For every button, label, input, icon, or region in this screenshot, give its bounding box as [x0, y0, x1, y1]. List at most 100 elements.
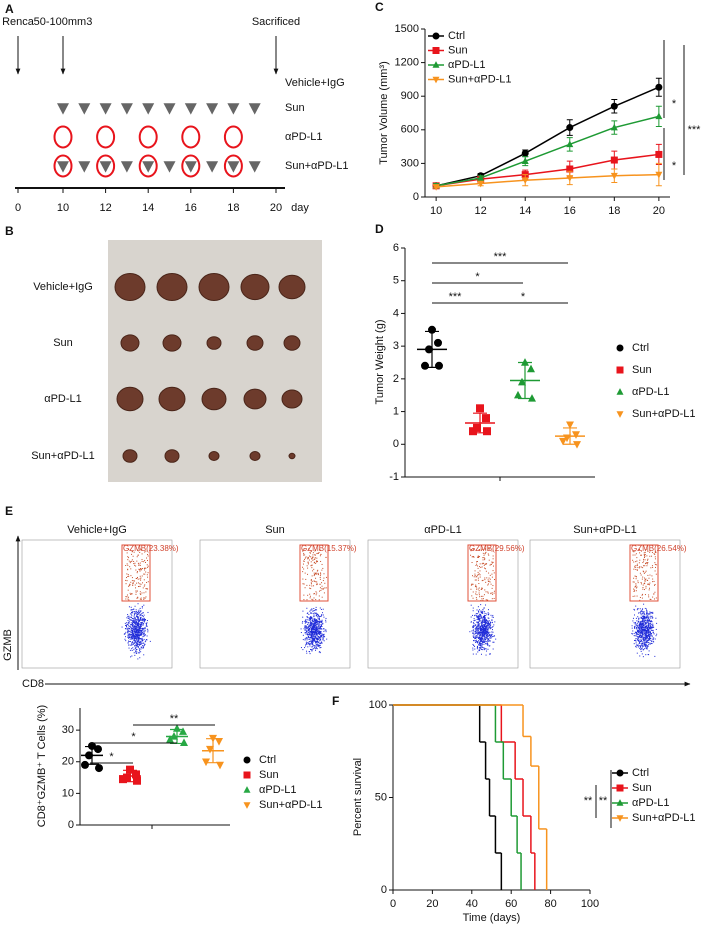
legend-label: Sun [632, 782, 652, 794]
cell-dot [479, 647, 481, 649]
cell-dot [136, 578, 138, 580]
cell-dot [642, 633, 644, 635]
cell-dot [314, 620, 316, 622]
cell-dot [133, 560, 135, 562]
cell-dot [136, 615, 138, 617]
cell-dot [474, 628, 476, 630]
cell-dot [643, 616, 645, 618]
cell-dot [313, 629, 315, 631]
cell-dot [648, 616, 650, 618]
cell-dot [135, 634, 137, 636]
cell-dot [312, 632, 314, 634]
cell-dot [649, 631, 651, 633]
cell-dot [314, 645, 316, 647]
cell-dot [318, 599, 320, 601]
cell-dot [132, 633, 134, 635]
cell-dot [309, 625, 311, 627]
cell-dot [137, 582, 139, 584]
cell-dot [633, 626, 635, 628]
cell-dot [474, 573, 476, 575]
cell-dot [314, 632, 316, 634]
cell-dot [317, 630, 319, 632]
cell-dot [479, 596, 481, 598]
cell-dot [133, 622, 135, 624]
cell-dot [638, 626, 640, 628]
cell-dot [140, 638, 142, 640]
cell-dot [306, 599, 308, 601]
cell-dot [650, 628, 652, 630]
cell-dot [141, 642, 143, 644]
cell-dot [474, 640, 476, 642]
cell-dot [642, 646, 644, 648]
cell-dot [135, 640, 137, 642]
cell-dot [636, 625, 638, 627]
cell-dot [311, 641, 313, 643]
cell-dot [486, 577, 488, 579]
cell-dot [484, 620, 486, 622]
cell-dot [142, 627, 144, 629]
cell-dot [492, 635, 494, 637]
x-tick-label: 0 [390, 898, 396, 910]
cell-dot [314, 637, 316, 639]
cell-dot [485, 563, 487, 565]
cell-dot [475, 641, 477, 643]
cell-dot [321, 619, 323, 621]
cell-dot [325, 556, 327, 558]
cell-dot [645, 638, 647, 640]
cell-dot [133, 643, 135, 645]
cell-dot [140, 619, 142, 621]
cell-dot [481, 611, 483, 613]
cell-dot [473, 576, 475, 578]
cell-dot [315, 591, 317, 593]
cell-dot [488, 653, 490, 655]
cell-dot [313, 572, 315, 574]
cell-dot [136, 613, 138, 615]
cell-dot [645, 625, 647, 627]
cell-dot [470, 548, 472, 550]
cell-dot [315, 573, 317, 575]
cell-dot [132, 637, 134, 639]
cell-dot [319, 575, 321, 577]
cell-dot [486, 631, 488, 633]
cell-dot [124, 638, 126, 640]
cell-dot [637, 608, 639, 610]
cell-dot [640, 566, 642, 568]
cell-dot [146, 557, 148, 559]
cell-dot [310, 619, 312, 621]
cell-dot [127, 625, 129, 627]
cell-dot [149, 640, 151, 642]
cell-dot [635, 631, 637, 633]
cell-dot [126, 563, 128, 565]
cell-dot [481, 620, 483, 622]
cell-dot [138, 563, 140, 565]
cell-dot [475, 597, 477, 599]
cell-dot [141, 560, 143, 562]
cell-dot [482, 631, 484, 633]
cell-dot [645, 613, 647, 615]
cell-dot [312, 623, 314, 625]
cell-dot [477, 629, 479, 631]
point [521, 177, 529, 185]
cell-dot [310, 634, 312, 636]
cell-dot [635, 584, 637, 586]
cell-dot [641, 629, 643, 631]
cell-dot [644, 644, 646, 646]
cell-dot [642, 617, 644, 619]
point [216, 761, 224, 770]
legend-marker [243, 771, 251, 779]
cell-dot [639, 641, 641, 643]
cell-dot [485, 620, 487, 622]
cell-dot [639, 639, 641, 641]
point [610, 172, 618, 180]
cell-dot [307, 563, 309, 565]
cell-dot [475, 584, 477, 586]
antibody-dose [53, 154, 73, 178]
cell-dot [131, 630, 133, 632]
cell-dot [137, 658, 139, 660]
cell-dot [133, 631, 135, 633]
cell-dot [312, 631, 314, 633]
cell-dot [136, 619, 138, 621]
cell-dot [477, 606, 479, 608]
cell-dot [483, 629, 485, 631]
cell-dot [129, 638, 131, 640]
